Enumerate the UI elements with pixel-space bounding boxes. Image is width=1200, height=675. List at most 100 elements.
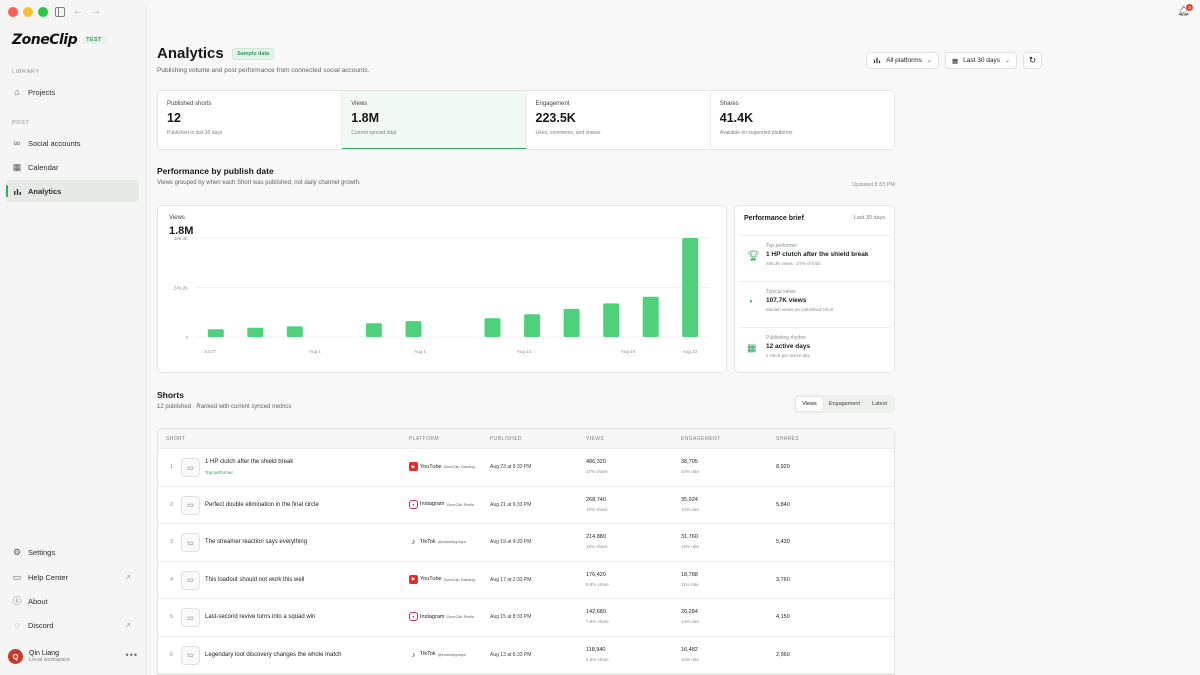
kpi-engagement[interactable]: Engagement 223.5K Likes, comments, and s… bbox=[527, 91, 711, 149]
chart-bar[interactable] bbox=[484, 318, 501, 337]
chart-icon bbox=[873, 56, 881, 66]
short-title[interactable]: Legendary loot discovery changes the who… bbox=[205, 651, 342, 658]
sidebar-item-analytics[interactable]: Analytics bbox=[6, 180, 139, 202]
published-date: Aug 17 at 2:33 PM bbox=[490, 576, 532, 583]
platform-filter-dropdown[interactable]: All platforms ⌄ bbox=[866, 52, 939, 69]
table-row[interactable]: 5 ▭ Last-second revive turns into a squa… bbox=[158, 599, 894, 637]
short-title[interactable]: This loadout should not work this well bbox=[205, 576, 305, 583]
link-icon: ∞ bbox=[13, 137, 21, 148]
views-value: 176,420 bbox=[586, 571, 606, 578]
more-options-icon[interactable]: ••• bbox=[125, 650, 138, 660]
shares-value: 4,150 bbox=[776, 614, 790, 620]
sidebar-item-label: Help Center bbox=[28, 572, 69, 582]
chart-bar[interactable] bbox=[563, 308, 580, 337]
short-title[interactable]: 1 HP clutch after the shield break bbox=[205, 459, 294, 465]
platform-handle: ZoneClip Gaming bbox=[443, 576, 475, 582]
column-header-published[interactable]: PUBLISHED bbox=[490, 436, 522, 442]
row-index: 1 bbox=[170, 464, 174, 470]
sidebar-item-discord[interactable]: ◌ Discord ↗ bbox=[6, 614, 139, 636]
table-row[interactable]: 1 ▭ 1 HP clutch after the shield break T… bbox=[158, 449, 894, 487]
table-row[interactable]: 6 ▭ Legendary loot discovery changes the… bbox=[158, 637, 894, 674]
chart-bar[interactable] bbox=[286, 326, 303, 337]
kpi-views[interactable]: Views 1.8M Current synced total bbox=[342, 91, 527, 149]
sort-engagement-button[interactable]: Engagement bbox=[828, 401, 861, 407]
date-range-label: Last 30 days bbox=[963, 57, 1000, 64]
column-header-shares[interactable]: SHARES bbox=[776, 436, 799, 442]
tiktok-icon: ♪ bbox=[411, 649, 416, 659]
published-date: Aug 23 at 8:33 PM bbox=[490, 464, 532, 470]
section-title: Performance by publish date bbox=[157, 166, 274, 176]
user-profile[interactable]: Q Qin Liang Local workspace ••• bbox=[8, 646, 140, 666]
chart-bar[interactable] bbox=[603, 303, 620, 337]
brief-item-typical-views[interactable]: ◔ Typical views 107.7K views Median view… bbox=[739, 281, 891, 324]
row-index: 6 bbox=[170, 651, 174, 658]
sidebar-item-projects[interactable]: ⌂ Projects bbox=[6, 81, 139, 103]
brand-logo[interactable]: ZoneClip bbox=[12, 32, 78, 48]
shares-value: 2,960 bbox=[776, 651, 790, 658]
filter-controls: All platforms ⌄ ▦ Last 30 days ⌄ ↻ bbox=[866, 52, 1042, 69]
date-range-dropdown[interactable]: ▦ Last 30 days ⌄ bbox=[944, 52, 1017, 69]
page-title: Analytics bbox=[157, 45, 224, 62]
sort-latest-button[interactable]: Latest bbox=[872, 401, 887, 407]
views-value: 118,940 bbox=[586, 646, 606, 653]
x-tick-label: Aug 23 bbox=[683, 349, 698, 354]
chart-bar[interactable] bbox=[247, 327, 264, 337]
short-title[interactable]: The streamer reaction says everything bbox=[205, 539, 308, 545]
kpi-shares[interactable]: Shares 41.4K Available on supported plat… bbox=[711, 91, 894, 149]
shares-value: 3,760 bbox=[776, 576, 790, 583]
short-title[interactable]: Perfect double elimination in the final … bbox=[205, 501, 319, 508]
section-title: Shorts bbox=[157, 390, 184, 400]
published-date: Aug 21 at 6:33 PM bbox=[490, 501, 532, 508]
back-arrow-icon[interactable]: ← bbox=[73, 6, 83, 17]
sidebar-item-calendar[interactable]: ▦ Calendar bbox=[6, 156, 139, 178]
kpi-published-shorts[interactable]: Published shorts 12 Published in last 30… bbox=[158, 91, 343, 149]
column-header-engagement[interactable]: ENGAGEMENT bbox=[681, 436, 721, 442]
chart-total: 1.8M bbox=[169, 225, 194, 237]
y-tick-label: 0 bbox=[185, 335, 188, 340]
table-row[interactable]: 4 ▭ This loadout should not work this we… bbox=[158, 562, 894, 599]
brief-item-publishing-rhythm[interactable]: ▦ Publishing rhythm 12 active days 1 Sho… bbox=[739, 327, 891, 370]
sidebar-item-label: Social accounts bbox=[28, 138, 81, 148]
trophy-icon: 🏆︎ bbox=[747, 251, 760, 262]
engagement-rate: 11% rate bbox=[681, 581, 699, 587]
refresh-button[interactable]: ↻ bbox=[1023, 52, 1042, 69]
chart-bar[interactable] bbox=[207, 329, 224, 337]
platform-handle: @zoneclipplays bbox=[437, 539, 466, 544]
forward-arrow-icon[interactable]: → bbox=[91, 6, 101, 17]
sidebar-item-help-center[interactable]: ▭ Help Center ↗ bbox=[6, 566, 139, 588]
user-workspace: Local workspace bbox=[29, 656, 70, 663]
sidebar-item-about[interactable]: ⓘ About bbox=[6, 590, 139, 612]
brief-range: Last 30 days bbox=[853, 215, 885, 221]
chart-bar[interactable] bbox=[365, 323, 382, 337]
chart-bar[interactable] bbox=[405, 321, 422, 337]
sidebar-toggle-icon[interactable] bbox=[55, 6, 65, 17]
chart-bar[interactable] bbox=[682, 238, 699, 337]
chart-bar[interactable] bbox=[642, 296, 659, 337]
brand: ZoneClip TEST bbox=[12, 32, 105, 48]
close-window-button[interactable] bbox=[8, 7, 18, 17]
brief-item-top-performer[interactable]: 🏆︎ Top performer 1 HP clutch after the s… bbox=[739, 235, 891, 278]
table-row[interactable]: 2 ▭ Perfect double elimination in the fi… bbox=[158, 487, 894, 524]
column-header-views[interactable]: VIEWS bbox=[586, 436, 605, 442]
engagement-rate: 15% rate bbox=[681, 544, 700, 549]
views-value: 142,680 bbox=[586, 609, 606, 615]
platform-name: Instagram bbox=[420, 613, 445, 620]
chart-bar[interactable] bbox=[524, 314, 541, 337]
column-header-platform[interactable]: PLATFORM bbox=[409, 436, 440, 442]
table-row[interactable]: 3 ▭ The streamer reaction says everythin… bbox=[158, 524, 894, 562]
sidebar-item-label: Analytics bbox=[28, 186, 62, 196]
minimize-window-button[interactable] bbox=[23, 7, 33, 17]
table-header: SHORT PLATFORM PUBLISHED VIEWS ENGAGEMEN… bbox=[158, 429, 894, 449]
sidebar-item-settings[interactable]: ⚙ Settings bbox=[6, 541, 139, 563]
short-title[interactable]: Last-second revive turns into a squad wi… bbox=[205, 614, 316, 620]
kpi-value: 1.8M bbox=[351, 111, 380, 125]
sort-views-button[interactable]: Views bbox=[796, 397, 823, 411]
video-icon: ▭ bbox=[181, 645, 200, 665]
shares-value: 8,920 bbox=[776, 464, 790, 470]
sidebar-item-social-accounts[interactable]: ∞ Social accounts bbox=[6, 132, 139, 154]
zoom-window-button[interactable] bbox=[38, 7, 48, 17]
notifications-button[interactable]: 🔔︎ 3 bbox=[1177, 4, 1193, 17]
tiktok-icon: ♪ bbox=[411, 537, 416, 546]
column-header-short[interactable]: SHORT bbox=[166, 436, 186, 442]
